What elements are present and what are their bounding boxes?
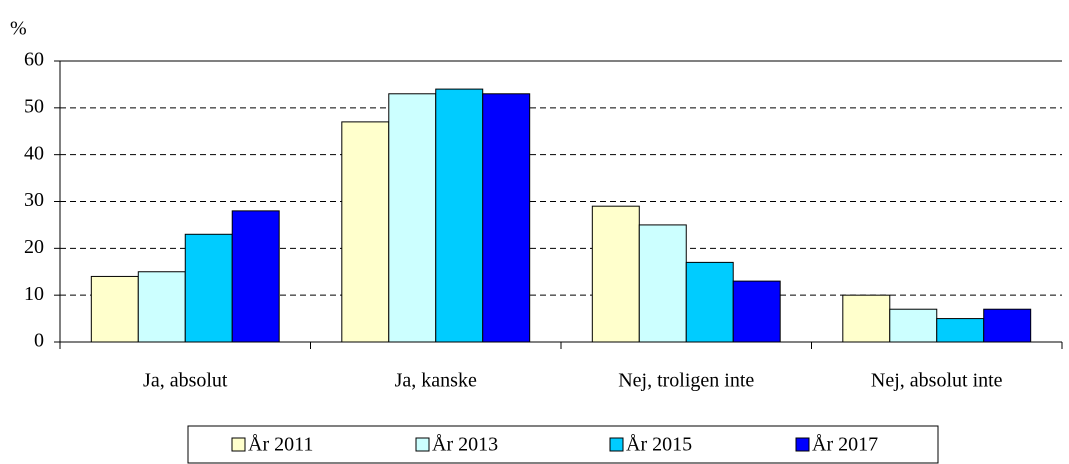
legend-swatch	[795, 437, 810, 452]
y-tick-label: 30	[24, 189, 44, 211]
y-tick-label: 20	[24, 236, 44, 258]
bar	[732, 280, 781, 343]
legend-label: År 2013	[432, 434, 498, 456]
bar	[983, 308, 1032, 343]
legend-label: År 2011	[248, 434, 313, 456]
legend-box	[187, 425, 939, 464]
x-tick-label: Nej, absolut inte	[871, 370, 1003, 392]
bar	[137, 271, 186, 343]
bar	[388, 93, 437, 343]
legend-swatch	[609, 437, 624, 452]
y-tick-label: 0	[34, 330, 44, 352]
bar	[231, 210, 280, 343]
x-tick-label: Nej, troligen inte	[618, 370, 754, 392]
x-tick-label: Ja, absolut	[143, 370, 228, 392]
legend-swatch	[231, 437, 246, 452]
bar	[184, 233, 233, 343]
y-tick-label: 10	[24, 283, 44, 305]
bar	[889, 308, 938, 343]
y-tick-label: 60	[24, 49, 44, 71]
bar	[936, 318, 985, 343]
bar	[842, 294, 891, 343]
bar	[90, 275, 139, 343]
bar	[638, 224, 687, 343]
bar	[341, 121, 390, 343]
bar	[685, 261, 734, 343]
y-tick-label: 50	[24, 95, 44, 117]
legend-label: År 2015	[626, 434, 692, 456]
x-tick-label: Ja, kanske	[395, 370, 477, 392]
bar	[435, 88, 484, 343]
y-axis-label: %	[10, 18, 27, 40]
y-tick-label: 40	[24, 142, 44, 164]
legend-label: År 2017	[812, 434, 878, 456]
bar	[482, 93, 531, 343]
bar	[591, 205, 640, 343]
legend-swatch	[415, 437, 430, 452]
